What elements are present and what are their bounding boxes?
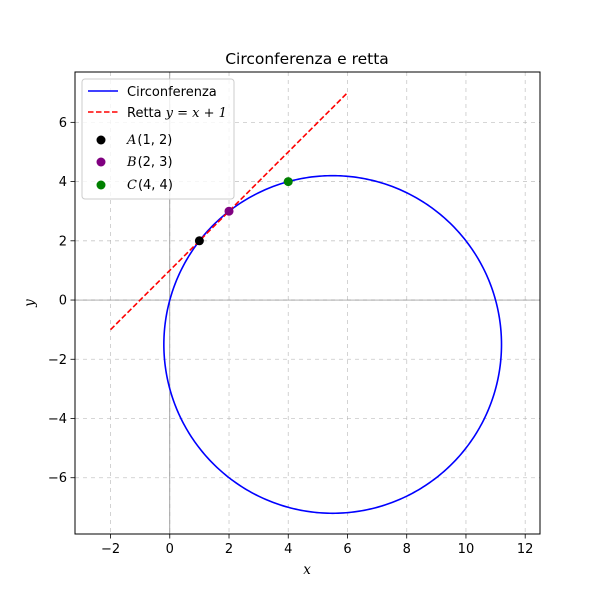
x-tick-label: 6 [343, 542, 351, 557]
x-tick-label: −2 [101, 542, 120, 557]
point-c [283, 177, 293, 187]
series-layer [109, 92, 503, 515]
legend-point-a-label: A(1, 2) [126, 133, 172, 148]
legend-point-b-marker [96, 157, 106, 167]
legend-point-c-coords: (4, 4) [138, 178, 173, 193]
legend-box [81, 78, 235, 200]
plot-frame [74, 71, 541, 535]
point-b [224, 206, 234, 216]
chart-title: Circonferenza e retta [225, 50, 389, 68]
y-axis-label: y [22, 299, 38, 308]
x-axis-label: x [303, 562, 311, 578]
x-tick-label: 8 [403, 542, 411, 557]
point-a [194, 236, 204, 246]
x-tick-label: 2 [225, 542, 233, 557]
y-tick-label: 4 [59, 175, 67, 190]
y-axis-ticks: −6 −4 −2 0 2 4 6 [48, 116, 75, 486]
legend-line-name: Retta [127, 106, 162, 121]
legend-circle-label: Circonferenza [127, 85, 217, 100]
x-axis-ticks: −2 0 2 4 6 8 10 12 [101, 534, 534, 557]
legend-line-equation: y = x + 1 [165, 106, 227, 121]
legend-point-c-name: C [127, 178, 137, 193]
legend-point-b-label: B(2, 3) [126, 155, 173, 170]
x-tick-label: 4 [284, 542, 292, 557]
y-tick-label: 6 [59, 116, 67, 131]
y-tick-label: −6 [48, 471, 67, 486]
x-tick-label: 10 [458, 542, 475, 557]
legend-point-c-label: C(4, 4) [127, 178, 173, 193]
circle-series [163, 174, 503, 515]
y-tick-label: 2 [59, 234, 67, 249]
x-tick-label: 12 [517, 542, 534, 557]
legend-line-label: Retta y = x + 1 [127, 106, 227, 121]
legend-point-c-marker [96, 180, 106, 190]
y-tick-label: −2 [48, 353, 67, 368]
legend-point-b-coords: (2, 3) [138, 155, 173, 170]
legend-point-a-name: A [126, 133, 136, 148]
legend-point-a-coords: (1, 2) [137, 133, 172, 148]
legend: Circonferenza Retta y = x + 1 A(1, 2) B(2… [81, 78, 235, 200]
legend-point-a-marker [96, 135, 106, 145]
y-tick-label: −4 [48, 412, 67, 427]
y-tick-label: 0 [59, 294, 67, 309]
x-tick-label: 0 [166, 542, 174, 557]
grid-lines [75, 72, 540, 534]
legend-point-b-name: B [126, 155, 137, 170]
